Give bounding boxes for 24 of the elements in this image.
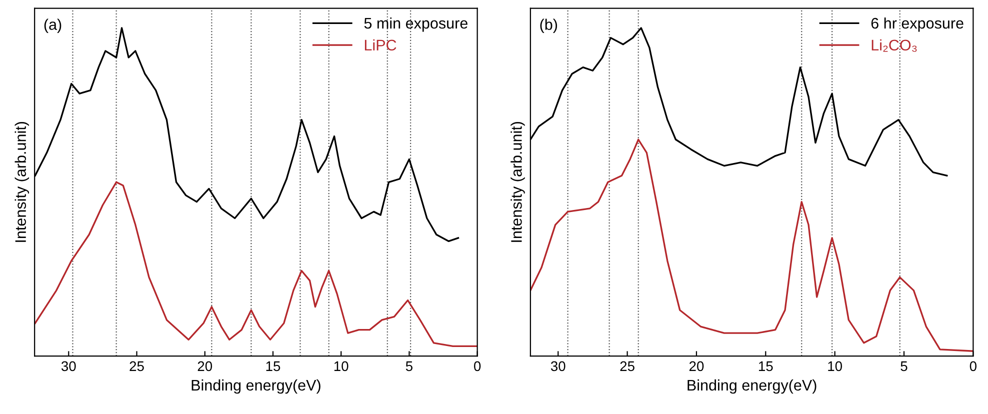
x-tick-label: 30: [550, 361, 566, 372]
annotation: (a): [44, 18, 62, 33]
x-tick-label: 0: [970, 361, 976, 372]
x-tick-label: 15: [266, 361, 280, 372]
legend-label: 6 hr exposure: [871, 17, 964, 32]
x-tick-label: 30: [61, 361, 76, 372]
y-axis-title: Intensity (arb.unit): [510, 122, 525, 242]
legend-label: 5 min exposure: [364, 17, 468, 32]
legend-label: LiPC: [364, 39, 396, 51]
legend-label: Li₂CO₃: [872, 39, 917, 52]
x-tick-label: 10: [828, 361, 842, 372]
x-tick-label: 20: [689, 361, 704, 372]
annotation: (b): [540, 18, 558, 33]
y-axis-title: Intensity (arb.unit): [14, 122, 30, 242]
x-tick-label: 5: [900, 361, 908, 372]
x-tick-label: 0: [474, 361, 481, 372]
x-tick-label: 25: [620, 361, 634, 372]
x-tick-label: 20: [198, 361, 212, 372]
x-tick-label: 25: [130, 361, 144, 372]
x-axis-title: Binding energy(eV): [688, 379, 816, 394]
x-tick-label: 5: [406, 361, 412, 372]
x-tick-label: 10: [334, 361, 348, 372]
x-axis-title: Binding energy(eV): [192, 379, 320, 394]
x-tick-label: 15: [758, 361, 773, 372]
